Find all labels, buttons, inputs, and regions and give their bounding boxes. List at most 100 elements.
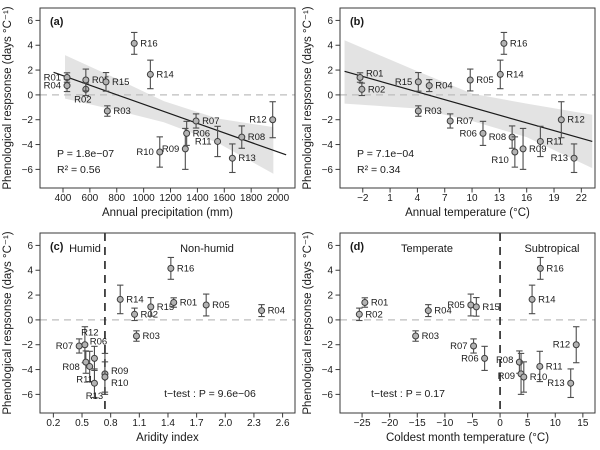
point-label: R06 — [90, 336, 107, 347]
y-tick-label: 6 — [27, 16, 33, 27]
point-marker — [511, 148, 519, 156]
point-marker — [131, 310, 139, 318]
point-marker — [269, 116, 277, 124]
y-tick-label: 6 — [327, 241, 333, 252]
data-point-R10: R10 — [520, 361, 547, 393]
point-marker — [202, 301, 210, 309]
point-marker — [519, 145, 527, 153]
point-label: R15 — [112, 77, 129, 88]
point-marker — [466, 76, 474, 84]
point-marker — [132, 332, 140, 340]
y-tick-label: −4 — [322, 365, 334, 376]
point-label: R07 — [56, 341, 73, 352]
y-tick-label: −2 — [22, 115, 34, 126]
data-point-R11: R11 — [536, 125, 563, 158]
y-axis-title: Phenological respsonse (days °C⁻¹) — [2, 6, 14, 189]
x-tick-label: 2.6 — [276, 418, 290, 429]
x-tick-label: 2000 — [267, 193, 290, 204]
confidence-band — [344, 40, 593, 169]
data-point-R02: R02 — [355, 307, 383, 322]
y-axis-title: Phenological respsonse (days °C⁻¹) — [2, 231, 14, 414]
point-marker — [102, 78, 110, 86]
x-tick-label: 1800 — [240, 193, 263, 204]
point-label: R10 — [491, 155, 508, 166]
data-point-R12: R12 — [249, 101, 277, 139]
point-marker — [520, 373, 528, 381]
data-point-R03: R03 — [412, 330, 439, 342]
point-marker — [361, 299, 369, 307]
point-marker — [446, 117, 454, 125]
y-tick-label: 0 — [27, 315, 33, 326]
point-marker — [63, 82, 71, 90]
point-label: R05 — [212, 300, 229, 311]
point-label: R15 — [482, 302, 499, 313]
data-point-R03: R03 — [103, 105, 131, 117]
x-tick-label: 1000 — [133, 193, 156, 204]
point-marker — [412, 332, 420, 340]
regression-line — [344, 70, 593, 143]
point-label: R13 — [86, 391, 103, 402]
data-point-R05: R05 — [202, 293, 230, 317]
x-tick-label: 1600 — [213, 193, 236, 204]
data-point-R15: R15 — [472, 297, 500, 317]
y-tick-label: 4 — [327, 41, 333, 52]
point-label: R16 — [510, 38, 527, 49]
point-label: R12 — [81, 328, 98, 339]
data-point-R15: R15 — [102, 72, 129, 92]
data-point-R14: R14 — [528, 284, 556, 315]
point-marker — [214, 137, 222, 145]
y-tick-label: 2 — [327, 66, 333, 77]
panel-letter: (d) — [350, 241, 364, 253]
data-point-R06: R06 — [461, 345, 489, 371]
point-marker — [82, 76, 90, 84]
point-marker — [572, 341, 580, 349]
region-label: Temperate — [401, 243, 453, 255]
data-point-R06: R06 — [460, 120, 487, 146]
x-tick-label: 2.0 — [218, 418, 232, 429]
data-point-R03: R03 — [414, 105, 442, 117]
data-point-R10: R10 — [101, 361, 128, 393]
y-tick-label: 6 — [27, 241, 33, 252]
x-tick-label: 5 — [525, 418, 531, 429]
y-axis: 6 4 2 0 −2 −4 −6 — [22, 16, 40, 176]
point-label: R11 — [195, 136, 212, 147]
point-marker — [472, 303, 480, 311]
data-point-R07: R07 — [446, 113, 474, 129]
y-tick-label: 0 — [27, 90, 33, 101]
data-point-R08: R08 — [238, 125, 265, 149]
point-marker — [90, 379, 98, 387]
point-marker — [228, 154, 236, 162]
y-tick-label: −2 — [322, 340, 334, 351]
point-label: R05 — [447, 300, 464, 311]
point-marker — [536, 137, 544, 145]
data-point-R06: R06 — [183, 120, 210, 146]
x-tick-label: 15 — [577, 418, 589, 429]
y-tick-label: 4 — [327, 266, 333, 277]
point-marker — [500, 39, 508, 47]
point-marker — [156, 148, 164, 156]
regression-line — [53, 71, 287, 156]
x-tick-label: 13 — [494, 193, 506, 204]
panel-a-annual-precipitation: 400 600 800 1000 1200 1400 1600 1800 2000 Annual … — [2, 6, 296, 219]
point-label: R12 — [553, 340, 570, 351]
point-marker — [101, 373, 109, 381]
y-tick-label: 0 — [327, 315, 333, 326]
point-marker — [536, 362, 544, 370]
data-point-R13: R13 — [547, 368, 575, 399]
x-tick-label: −5 — [467, 418, 479, 429]
point-label: R09 — [498, 371, 515, 382]
point-marker — [82, 358, 90, 366]
point-marker — [470, 342, 478, 350]
y-axis: 6 4 2 0 −2 −4 −6 — [322, 16, 340, 176]
stats-text: P = 1.8e−07 — [57, 148, 114, 160]
point-label: R16 — [140, 38, 157, 49]
point-marker — [81, 341, 89, 349]
x-axis-title: Aridity index — [136, 432, 199, 444]
region-label: Subtropical — [524, 243, 579, 255]
point-marker — [170, 299, 178, 307]
point-label: R01 — [371, 298, 388, 309]
data-point-R05: R05 — [466, 68, 494, 92]
point-label: R13 — [551, 153, 568, 164]
point-marker — [192, 117, 200, 125]
